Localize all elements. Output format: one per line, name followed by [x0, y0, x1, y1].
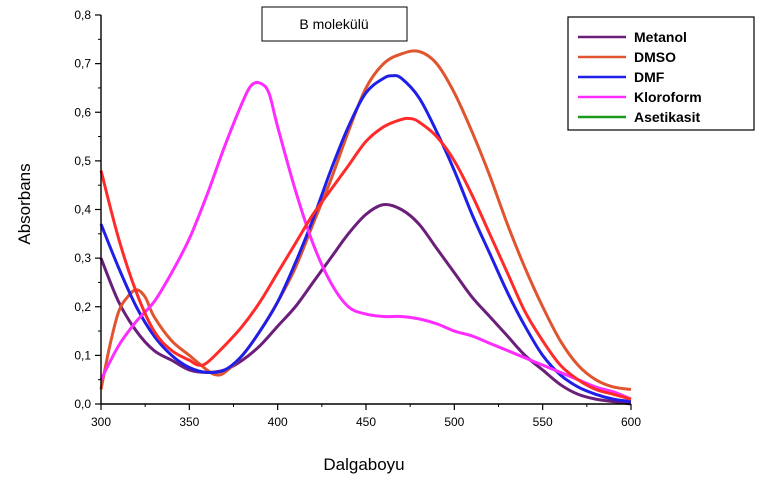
legend-label-metanol: Metanol — [634, 29, 687, 45]
y-tick-label: 0,7 — [74, 57, 91, 71]
legend-label-dmso: DMSO — [634, 49, 676, 65]
x-tick-label: 350 — [179, 415, 199, 429]
y-tick-label: 0,6 — [74, 105, 91, 119]
x-tick-label: 550 — [533, 415, 553, 429]
y-tick-label: 0,4 — [74, 203, 91, 217]
x-tick-label: 600 — [621, 415, 641, 429]
y-tick-label: 0,3 — [74, 251, 91, 265]
legend-label-kloroform: Kloroform — [634, 89, 702, 105]
plot-area: 300 350 400 450 500 550 600 0,0 0,1 0,2 0,3 0,4 0,5 0… — [74, 8, 641, 429]
axes-layer: 300 350 400 450 500 550 600 0,0 0,1 0,2 0,3 0,4 0,5 0… — [74, 8, 641, 429]
series-line-dmso — [99, 49, 632, 391]
x-tick-label: 400 — [268, 415, 288, 429]
series-line-metanol — [99, 202, 632, 406]
legend-label-asetikasit: Asetikasit — [634, 109, 700, 125]
legend-label-dmf: DMF — [634, 69, 665, 85]
chart-title-box: B molekülü — [261, 6, 408, 42]
chart-title: B molekülü — [299, 16, 368, 32]
chart-title-frame — [261, 6, 408, 42]
x-axis-title: Dalgaboyu — [323, 455, 404, 474]
x-tick-label: 500 — [444, 415, 464, 429]
y-tick-label: 0,5 — [74, 154, 91, 168]
y-tick-label: 0,0 — [74, 397, 91, 411]
y-tick-label: 0,1 — [74, 348, 91, 362]
series-layer — [99, 49, 632, 406]
series-line-series-5 — [99, 116, 632, 401]
series-line-kloroform — [99, 80, 632, 401]
x-tick-label: 450 — [356, 415, 376, 429]
y-axis-title: Absorbans — [15, 163, 34, 244]
y-tick-label: 0,8 — [74, 8, 91, 22]
x-tick-label: 300 — [91, 415, 111, 429]
legend: Metanol DMSO DMF Kloroform Asetikasit — [567, 16, 755, 131]
series-line-dmf — [99, 74, 632, 404]
y-tick-label: 0,2 — [74, 300, 91, 314]
